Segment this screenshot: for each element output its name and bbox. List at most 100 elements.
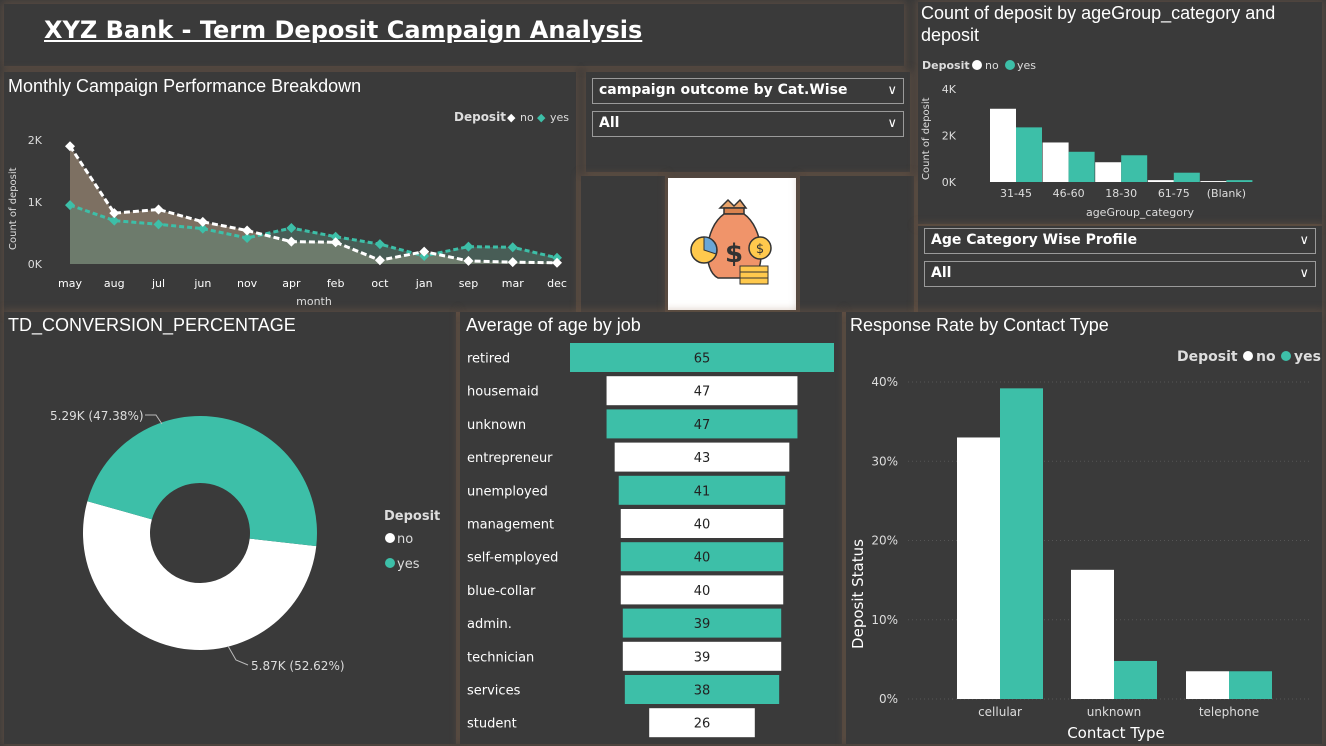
svg-text:$: $ bbox=[725, 239, 743, 269]
age-ytick: 0K bbox=[942, 176, 957, 189]
donut-legend-no: no bbox=[397, 532, 413, 547]
job-label: entrepreneur bbox=[467, 451, 553, 466]
age-category-label: Age Category Wise Profile bbox=[931, 232, 1138, 248]
donut-slice-no bbox=[83, 501, 317, 650]
monthly-point-no bbox=[109, 208, 120, 219]
monthly-panel: Monthly Campaign Performance Breakdown D… bbox=[4, 72, 576, 312]
age-legend-dot-no bbox=[972, 60, 982, 70]
monthly-ylabel: Count of deposit bbox=[8, 167, 19, 250]
job-label: retired bbox=[467, 352, 510, 367]
contact-bar-no bbox=[1071, 569, 1114, 699]
conversion-donut-chart: Deposit no yes 5.29K (47.38%) 5.87K (52.6… bbox=[50, 409, 440, 673]
contact-legend-yes: yes bbox=[1294, 349, 1321, 365]
age-ytick: 4K bbox=[942, 83, 957, 96]
title-panel: XYZ Bank - Term Deposit Campaign Analysi… bbox=[4, 4, 904, 66]
age-xtick: 31-45 bbox=[1000, 187, 1032, 200]
monthly-xtick: dec bbox=[547, 277, 567, 290]
job-bar bbox=[614, 442, 790, 472]
age-legend-dot-yes bbox=[1005, 60, 1015, 70]
age-ylabel: Count of deposit bbox=[921, 97, 932, 180]
monthly-xtick: jan bbox=[415, 277, 433, 290]
contact-bar-yes bbox=[1114, 660, 1157, 699]
monthly-point-no bbox=[419, 246, 430, 257]
campaign-slicer-panel: campaign outcome by Cat.Wise ∨ All ∨ bbox=[586, 72, 910, 172]
age-category-select[interactable]: All ∨ bbox=[924, 261, 1316, 287]
image-tile-left bbox=[581, 176, 665, 312]
contact-bar-no bbox=[1186, 671, 1229, 699]
monthly-xtick: aug bbox=[104, 277, 125, 290]
donut-legend-yes: yes bbox=[397, 557, 420, 572]
job-label: housemaid bbox=[467, 385, 539, 400]
age-xlabel: ageGroup_category bbox=[1086, 206, 1195, 219]
contact-bar-no bbox=[957, 437, 1000, 699]
contact-legend-no: no bbox=[1256, 349, 1276, 365]
job-bar bbox=[606, 409, 798, 439]
monthly-point-no bbox=[242, 225, 253, 236]
contact-ytick: 30% bbox=[871, 454, 898, 468]
age-bar-yes bbox=[1016, 127, 1042, 182]
age-category-dropdown[interactable]: Age Category Wise Profile ∨ bbox=[924, 228, 1316, 254]
monthly-area-yes bbox=[70, 205, 557, 264]
job-value: 40 bbox=[694, 584, 711, 599]
job-value: 43 bbox=[694, 451, 711, 466]
monthly-ytick: 1K bbox=[28, 196, 43, 209]
monthly-chart: Deposit ◆ no ◆ yes Count of deposit mont… bbox=[8, 110, 569, 308]
job-bar bbox=[570, 343, 834, 372]
campaign-outcome-dropdown[interactable]: campaign outcome by Cat.Wise ∨ bbox=[592, 78, 904, 104]
monthly-point-yes bbox=[507, 242, 518, 253]
monthly-point-yes bbox=[286, 223, 297, 234]
contact-legend-dot-yes bbox=[1281, 351, 1291, 361]
age-category-value: All bbox=[931, 265, 952, 281]
job-label: unemployed bbox=[467, 484, 548, 499]
campaign-outcome-label: campaign outcome by Cat.Wise bbox=[599, 82, 848, 98]
age-bar-no bbox=[1147, 180, 1174, 182]
donut-leader-yes bbox=[145, 414, 163, 425]
age-bar-no bbox=[990, 108, 1016, 182]
age-job-title: Average of age by job bbox=[466, 315, 641, 335]
svg-text:$: $ bbox=[756, 242, 764, 257]
monthly-ytick: 0K bbox=[28, 258, 43, 271]
contact-bar-yes bbox=[1000, 388, 1043, 699]
age-bar-no bbox=[1095, 162, 1122, 182]
age-bar-no bbox=[1200, 181, 1227, 182]
job-bar bbox=[618, 475, 786, 505]
monthly-point-no bbox=[65, 141, 75, 152]
job-bar bbox=[620, 509, 784, 538]
age-xtick: 61-75 bbox=[1158, 187, 1190, 200]
job-bar bbox=[649, 708, 755, 738]
contact-chart: Deposit no yes Deposit Status Contact Ty… bbox=[849, 349, 1321, 742]
age-group-chart: Deposit no yes Count of deposit ageGroup… bbox=[921, 59, 1253, 219]
age-legend-yes: yes bbox=[1017, 59, 1036, 72]
age-xtick: 46-60 bbox=[1053, 187, 1085, 200]
job-label: self-employed bbox=[467, 551, 558, 566]
age-group-panel: Count of deposit by ageGroup_category an… bbox=[918, 2, 1322, 224]
chevron-down-icon: ∨ bbox=[1299, 266, 1309, 281]
monthly-xtick: oct bbox=[371, 277, 389, 290]
age-job-chart: retired 65 housemaid 47 unknown 47 entrepreneu… bbox=[467, 343, 834, 738]
monthly-point-yes bbox=[242, 232, 253, 243]
donut-legend-title: Deposit bbox=[384, 509, 440, 524]
job-label: technician bbox=[467, 650, 534, 665]
contact-xlabel: Contact Type bbox=[1067, 724, 1165, 742]
campaign-outcome-select[interactable]: All ∨ bbox=[592, 111, 904, 137]
donut-slice-yes bbox=[87, 415, 318, 547]
monthly-point-yes bbox=[65, 200, 75, 211]
monthly-point-no bbox=[463, 255, 474, 266]
monthly-ytick: 2K bbox=[28, 134, 43, 147]
age-legend-no: no bbox=[985, 59, 999, 72]
monthly-xtick: nov bbox=[237, 277, 258, 290]
contact-ytick: 0% bbox=[879, 692, 898, 706]
monthly-point-yes bbox=[153, 219, 164, 230]
donut-legend-dot-yes bbox=[385, 558, 395, 568]
contact-title: Response Rate by Contact Type bbox=[850, 315, 1109, 335]
monthly-legend-diamond-yes: ◆ bbox=[537, 111, 546, 124]
monthly-legend-yes: yes bbox=[550, 111, 569, 124]
donut-label-yes: 5.29K (47.38%) bbox=[50, 409, 144, 423]
monthly-area-no bbox=[70, 146, 557, 264]
monthly-line-no bbox=[68, 145, 558, 265]
contact-bar-yes bbox=[1229, 671, 1272, 699]
chevron-down-icon: ∨ bbox=[887, 83, 897, 98]
monthly-point-no bbox=[374, 255, 385, 266]
job-label: blue-collar bbox=[467, 584, 536, 599]
contact-legend-title: Deposit bbox=[1177, 349, 1238, 365]
